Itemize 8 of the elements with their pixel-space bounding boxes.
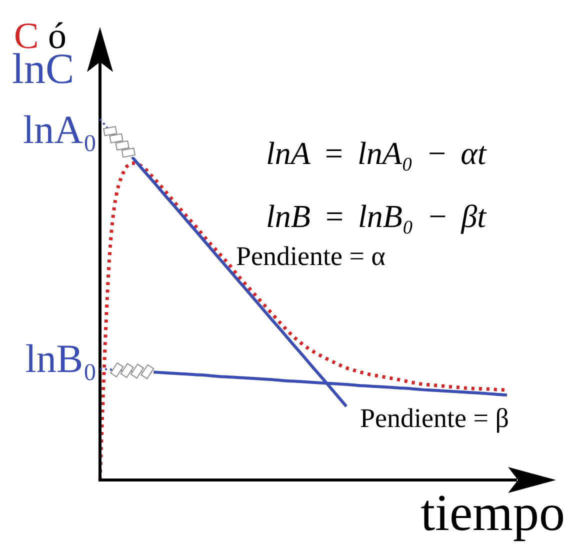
annotation: lnB = lnB₀ − βt (266, 198, 488, 234)
x-axis-title: tiempo (420, 485, 565, 542)
text: lnA₀ (23, 107, 97, 152)
annotation: Pendiente = β (360, 403, 509, 433)
y-axis-title: C ó lnC (12, 16, 74, 93)
annotation: lnA = lnA₀ − αt (266, 135, 488, 171)
annotation: Pendiente = α (236, 241, 386, 271)
text: lnB₀ (25, 336, 97, 381)
